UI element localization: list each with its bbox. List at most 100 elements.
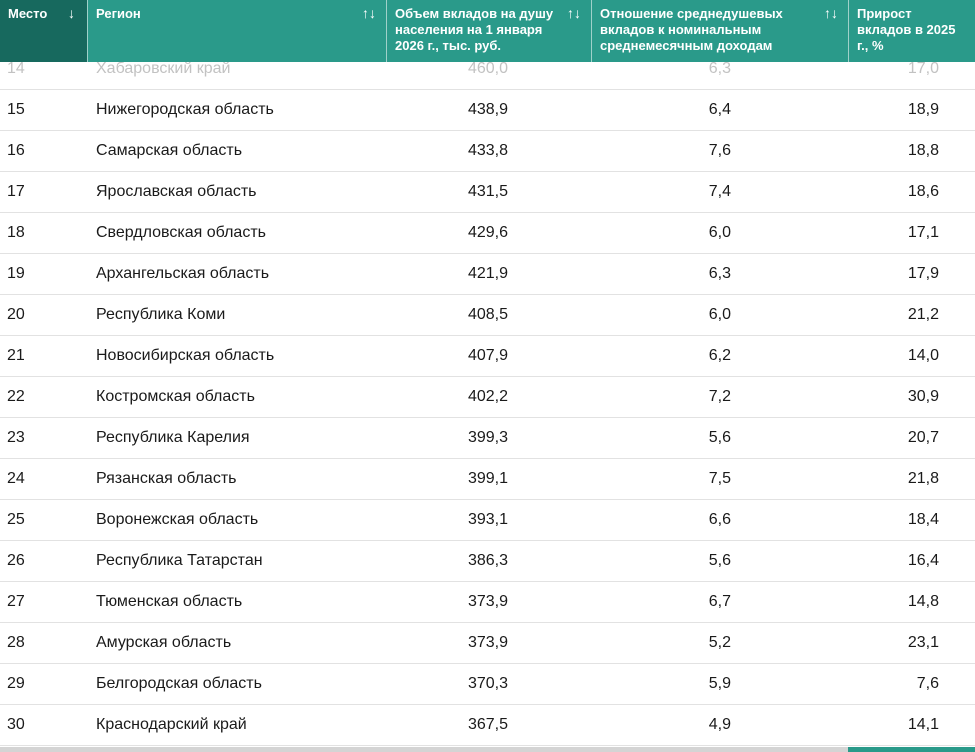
table-row: 22 Костромская область 402,2 7,2 30,9 <box>0 377 975 418</box>
cell-ratio: 7,6 <box>708 142 731 159</box>
cell-ratio: 7,5 <box>708 470 731 487</box>
sort-toggle-icon[interactable]: ↑↓ <box>567 5 581 21</box>
cell-growth: 30,9 <box>907 388 939 405</box>
cell-place: 15 <box>7 101 25 118</box>
table-row: 17 Ярославская область 431,5 7,4 18,6 <box>0 172 975 213</box>
cell-region: Хабаровский край <box>96 62 231 77</box>
cell-growth: 20,7 <box>907 429 939 446</box>
cell-ratio: 6,0 <box>708 224 731 241</box>
cell-ratio: 5,9 <box>708 675 731 692</box>
cell-volume: 402,2 <box>467 388 508 405</box>
cell-place: 23 <box>7 429 25 446</box>
cell-growth: 21,2 <box>907 306 939 323</box>
table-row: 21 Новосибирская область 407,9 6,2 14,0 <box>0 336 975 377</box>
cell-volume: 433,8 <box>467 142 508 159</box>
cell-volume: 386,3 <box>467 552 508 569</box>
cell-growth: 17,1 <box>907 224 939 241</box>
cell-region: Тюменская область <box>96 593 243 610</box>
cell-ratio: 6,0 <box>708 306 731 323</box>
cell-place: 28 <box>7 634 25 651</box>
table-row: 30 Краснодарский край 367,5 4,9 14,1 <box>0 705 975 746</box>
column-header-ratio[interactable]: Отношение среднедушевых вкладов к номина… <box>591 0 848 62</box>
cell-growth: 16,4 <box>907 552 939 569</box>
cell-place: 29 <box>7 675 25 692</box>
table-row: 25 Воронежская область 393,1 6,6 18,4 <box>0 500 975 541</box>
cell-place: 19 <box>7 265 25 282</box>
cell-volume: 370,3 <box>467 675 508 692</box>
cell-ratio: 6,3 <box>708 62 731 77</box>
table-header: Место ↓ Регион ↑↓ Объем вкладов на душу … <box>0 0 975 62</box>
cell-place: 27 <box>7 593 25 610</box>
cell-ratio: 6,6 <box>708 511 731 528</box>
sort-toggle-icon[interactable]: ↑↓ <box>824 5 838 21</box>
cell-ratio: 4,9 <box>708 716 731 733</box>
column-header-region[interactable]: Регион ↑↓ <box>87 0 386 62</box>
table-row: 19 Архангельская область 421,9 6,3 17,9 <box>0 254 975 295</box>
cell-growth: 14,8 <box>907 593 939 610</box>
cell-region: Амурская область <box>96 634 232 651</box>
table-row: 28 Амурская область 373,9 5,2 23,1 <box>0 623 975 664</box>
cell-volume: 408,5 <box>467 306 508 323</box>
cell-ratio: 6,7 <box>708 593 731 610</box>
scrollbar-accent <box>848 747 975 752</box>
cell-region: Нижегородская область <box>96 101 274 118</box>
cell-growth: 14,0 <box>907 347 939 364</box>
table-row: 23 Республика Карелия 399,3 5,6 20,7 <box>0 418 975 459</box>
cell-volume: 373,9 <box>467 634 508 651</box>
horizontal-scrollbar[interactable] <box>0 747 975 752</box>
table-row: 29 Белгородская область 370,3 5,9 7,6 <box>0 664 975 705</box>
cell-growth: 21,8 <box>907 470 939 487</box>
cell-place: 17 <box>7 183 25 200</box>
table-body: 14 Хабаровский край 460,0 6,3 17,0 15 Ни… <box>0 62 975 748</box>
cell-ratio: 5,6 <box>708 429 731 446</box>
cell-place: 14 <box>7 62 25 77</box>
cell-growth: 18,4 <box>907 511 939 528</box>
column-header-growth[interactable]: Прирост вкладов в 2025 г., % <box>848 0 975 62</box>
cell-place: 16 <box>7 142 25 159</box>
cell-region: Краснодарский край <box>96 716 247 733</box>
cell-place: 18 <box>7 224 25 241</box>
table-row: 18 Свердловская область 429,6 6,0 17,1 <box>0 213 975 254</box>
table-row: 14 Хабаровский край 460,0 6,3 17,0 <box>0 62 975 90</box>
cell-growth: 18,6 <box>907 183 939 200</box>
cell-place: 20 <box>7 306 25 323</box>
scrollbar-thumb[interactable] <box>0 747 848 752</box>
column-header-volume[interactable]: Объем вкладов на душу населения на 1 янв… <box>386 0 591 62</box>
table-row: 27 Тюменская область 373,9 6,7 14,8 <box>0 582 975 623</box>
cell-place: 22 <box>7 388 25 405</box>
table-row: 26 Республика Татарстан 386,3 5,6 16,4 <box>0 541 975 582</box>
cell-volume: 421,9 <box>467 265 508 282</box>
cell-region: Республика Коми <box>96 306 226 323</box>
cell-growth: 17,9 <box>907 265 939 282</box>
cell-volume: 399,3 <box>467 429 508 446</box>
cell-ratio: 7,2 <box>708 388 731 405</box>
cell-region: Белгородская область <box>96 675 262 692</box>
table-row: 24 Рязанская область 399,1 7,5 21,8 <box>0 459 975 500</box>
cell-ratio: 5,2 <box>708 634 731 651</box>
cell-volume: 373,9 <box>467 593 508 610</box>
cell-volume: 393,1 <box>467 511 508 528</box>
cell-volume: 431,5 <box>467 183 508 200</box>
cell-volume: 438,9 <box>467 101 508 118</box>
sort-desc-icon[interactable]: ↓ <box>68 5 75 21</box>
column-label-ratio: Отношение среднедушевых вкладов к номина… <box>600 6 783 53</box>
table-row: 16 Самарская область 433,8 7,6 18,8 <box>0 131 975 172</box>
cell-region: Новосибирская область <box>96 347 275 364</box>
column-header-place[interactable]: Место ↓ <box>0 0 87 62</box>
cell-volume: 460,0 <box>467 62 508 77</box>
cell-ratio: 6,3 <box>708 265 731 282</box>
cell-region: Самарская область <box>96 142 243 159</box>
column-label-growth: Прирост вкладов в 2025 г., % <box>857 6 956 53</box>
cell-place: 21 <box>7 347 25 364</box>
cell-place: 30 <box>7 716 25 733</box>
cell-ratio: 6,4 <box>708 101 731 118</box>
sort-toggle-icon[interactable]: ↑↓ <box>362 5 376 21</box>
column-label-region: Регион <box>96 6 141 21</box>
cell-region: Республика Карелия <box>96 429 250 446</box>
cell-growth: 18,8 <box>907 142 939 159</box>
table-row: 15 Нижегородская область 438,9 6,4 18,9 <box>0 90 975 131</box>
cell-place: 25 <box>7 511 25 528</box>
cell-ratio: 7,4 <box>708 183 731 200</box>
cell-growth: 18,9 <box>907 101 939 118</box>
cell-region: Воронежская область <box>96 511 259 528</box>
